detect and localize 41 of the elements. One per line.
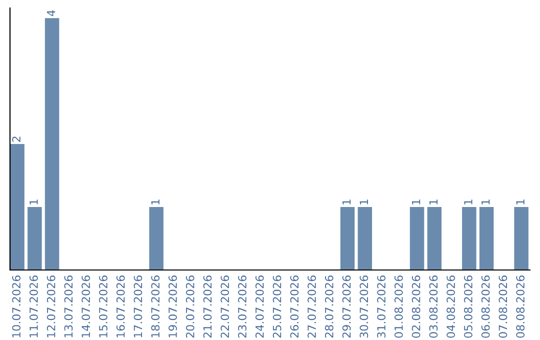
x-tick-label: 02.08.2026 (412, 276, 420, 338)
x-tick-label: 30.07.2026 (360, 276, 368, 338)
x-tick-label: 06.08.2026 (481, 276, 490, 338)
x-tick-label: 16.07.2026 (116, 276, 125, 338)
x-tick-label: 22.07.2026 (220, 276, 230, 338)
data-label: 1 (360, 200, 368, 204)
x-tick-label: 21.07.2026 (203, 276, 212, 338)
x-tick-label: 04.08.2026 (446, 276, 456, 338)
data-label: 4 (47, 10, 56, 16)
x-tick-label: 25.07.2026 (272, 276, 282, 338)
x-tick-label: 08.08.2026 (516, 276, 525, 338)
data-label: 1 (342, 200, 351, 204)
x-tick-label: 15.07.2026 (99, 276, 108, 338)
x-tick-label: 13.07.2026 (64, 276, 73, 338)
x-tick-label: 01.08.2026 (394, 276, 403, 338)
data-label: 1 (464, 200, 472, 204)
data-label: 1 (30, 200, 38, 204)
x-tick-label: 29.07.2026 (342, 276, 351, 338)
x-tick-label: 28.07.2026 (324, 276, 334, 338)
x-tick-label: 24.07.2026 (255, 276, 264, 338)
x-tick-label: 27.07.2026 (308, 276, 316, 338)
x-tick-label: 18.07.2026 (151, 276, 160, 338)
x-tick-label: 31.07.2026 (377, 276, 386, 338)
data-label: 1 (516, 200, 524, 204)
x-tick-label: 26.07.2026 (290, 276, 299, 338)
x-tick-label: 14.07.2026 (82, 276, 90, 338)
x-tick-label: 17.07.2026 (134, 276, 142, 338)
data-label: 1 (429, 200, 438, 204)
data-label: 1 (482, 200, 490, 204)
data-label: 1 (412, 200, 420, 204)
data-label: 1 (151, 200, 160, 204)
x-tick-label: 05.08.2026 (464, 276, 472, 338)
x-tick-label: 12.07.2026 (46, 276, 56, 338)
x-tick-label: 23.07.2026 (238, 276, 246, 338)
x-tick-label: 11.07.2026 (30, 276, 38, 338)
x-tick-label: 19.07.2026 (168, 276, 177, 338)
x-tick-label: 10.07.2026 (12, 276, 21, 338)
x-tick-label: 20.07.2026 (186, 276, 194, 338)
x-tick-label: 07.08.2026 (498, 276, 508, 338)
data-label: 2 (12, 136, 20, 142)
x-tick-label: 03.08.2026 (429, 276, 438, 338)
